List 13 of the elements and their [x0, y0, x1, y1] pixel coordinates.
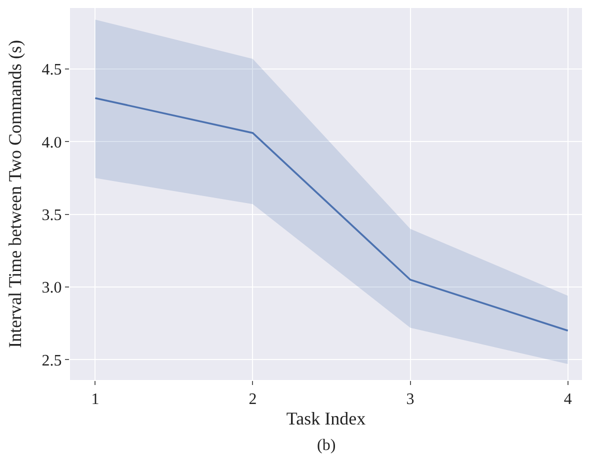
- text: (b): [317, 437, 336, 454]
- y-tick-label: 3.0: [42, 280, 62, 297]
- y-tick-label: 4.5: [42, 62, 62, 79]
- x-tick-label: 1: [91, 391, 100, 408]
- y-tick-label: 2.5: [42, 352, 62, 370]
- y-axis-title: Interval Time between Two Commands (s): [5, 40, 25, 348]
- x-axis-title: Task Index: [286, 408, 366, 428]
- y-tick-label: 4.0: [42, 134, 62, 152]
- y-tick-label: 3.5: [42, 206, 62, 224]
- x-tick-label: 2: [248, 391, 257, 408]
- line-series: [94, 97, 569, 332]
- x-tick-label: 3: [406, 391, 414, 408]
- x-tick-label: 4: [564, 391, 572, 408]
